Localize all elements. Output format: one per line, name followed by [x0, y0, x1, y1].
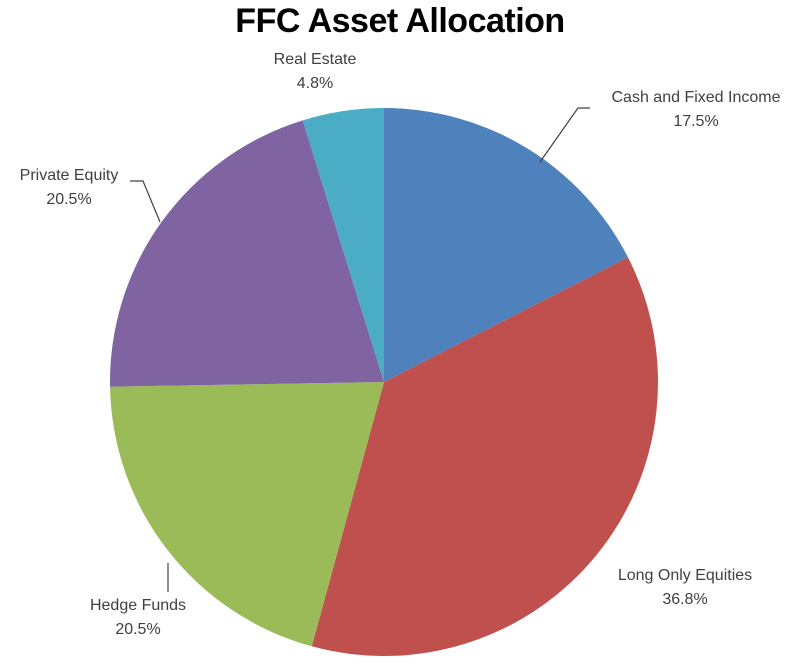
label-hedge-funds: Hedge Funds 20.5% — [68, 594, 208, 642]
label-name: Hedge Funds — [89, 597, 187, 614]
label-name: Long Only Equities — [617, 567, 753, 584]
label-value: 20.5% — [46, 191, 92, 208]
label-name: Private Equity — [19, 167, 119, 184]
leader-line-cash — [539, 107, 590, 163]
label-value: 17.5% — [673, 113, 719, 130]
label-cash-fixed-income: Cash and Fixed Income 17.5% — [596, 86, 796, 134]
pie-slice-real-estate — [302, 108, 384, 382]
label-value: 20.5% — [115, 621, 161, 638]
label-private-equity: Private Equity 20.5% — [4, 164, 134, 212]
leader-line-private-equity — [130, 180, 161, 223]
label-value: 4.8% — [296, 75, 334, 92]
label-value: 36.8% — [662, 591, 708, 608]
pie-slice-cash-and-fixed-income — [384, 107, 628, 382]
label-long-only-equities: Long Only Equities 36.8% — [600, 564, 770, 612]
label-real-estate: Real Estate 4.8% — [255, 48, 375, 96]
pie-slice-private-equity — [109, 120, 384, 387]
label-name: Real Estate — [273, 51, 357, 68]
chart-title: FFC Asset Allocation — [235, 2, 565, 40]
pie-slice-long-only-equities — [311, 257, 659, 657]
pie-slice-hedge-funds — [110, 382, 384, 647]
label-name: Cash and Fixed Income — [611, 89, 781, 106]
